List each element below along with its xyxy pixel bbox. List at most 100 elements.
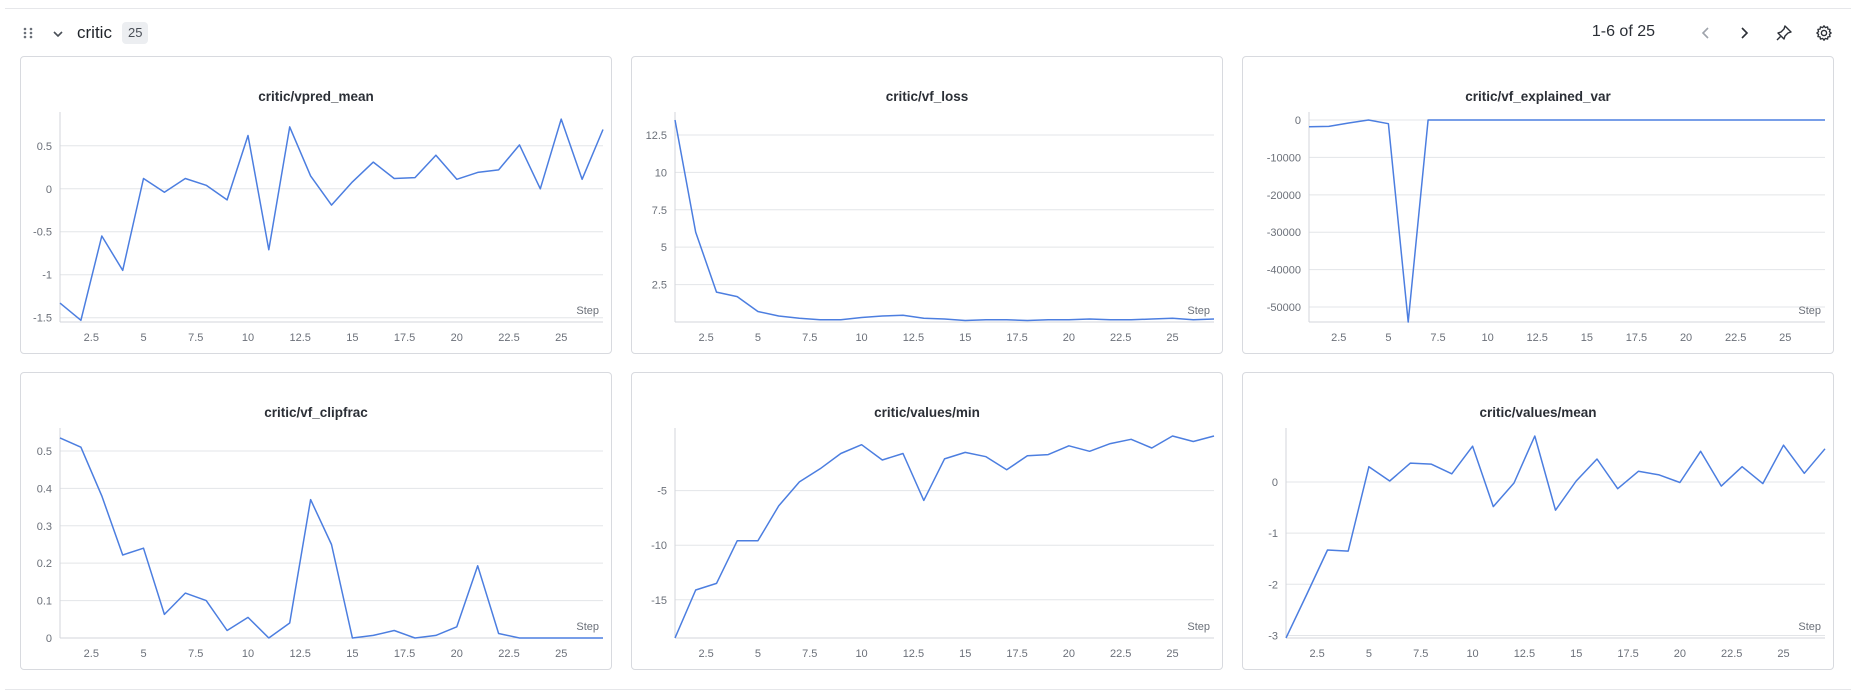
data-point[interactable] — [1678, 481, 1682, 485]
data-point[interactable] — [434, 633, 438, 637]
data-point[interactable] — [1325, 548, 1329, 552]
data-point[interactable] — [601, 636, 605, 640]
chart-panel[interactable]: critic/vf_loss 2.5 5 7.5 10 12.5 2.5 5 7.5 10 12.… — [631, 56, 1223, 354]
data-point[interactable] — [538, 187, 542, 191]
data-point[interactable] — [1388, 479, 1392, 483]
data-point[interactable] — [330, 542, 334, 546]
data-point[interactable] — [371, 160, 375, 164]
data-point[interactable] — [1088, 317, 1092, 321]
data-point[interactable] — [839, 318, 843, 322]
chart-panel[interactable]: critic/values/min -15 -10 -5 2.5 5 7.5 10 12.5 1… — [631, 372, 1223, 670]
data-point[interactable] — [246, 615, 250, 619]
data-point[interactable] — [79, 445, 83, 449]
data-point[interactable] — [1129, 318, 1133, 322]
data-point[interactable] — [183, 591, 187, 595]
data-point[interactable] — [350, 636, 354, 640]
data-point[interactable] — [538, 636, 542, 640]
data-point[interactable] — [880, 314, 884, 318]
data-point[interactable] — [943, 317, 947, 321]
data-point[interactable] — [1657, 473, 1661, 477]
data-point[interactable] — [1740, 465, 1744, 469]
data-point[interactable] — [1408, 461, 1412, 465]
data-point[interactable] — [413, 636, 417, 640]
data-point[interactable] — [694, 230, 698, 234]
data-point[interactable] — [476, 564, 480, 568]
data-point[interactable] — [121, 553, 125, 557]
data-point[interactable] — [963, 450, 967, 454]
data-point[interactable] — [714, 290, 718, 294]
data-point[interactable] — [1191, 439, 1195, 443]
data-point[interactable] — [1823, 118, 1827, 122]
data-point[interactable] — [497, 632, 501, 636]
data-point[interactable] — [1724, 118, 1728, 122]
data-point[interactable] — [1446, 118, 1450, 122]
drag-handle-icon[interactable] — [21, 26, 35, 40]
data-point[interactable] — [1108, 442, 1112, 446]
data-point[interactable] — [1450, 472, 1454, 476]
data-point[interactable] — [1471, 444, 1475, 448]
data-point[interactable] — [1067, 444, 1071, 448]
data-point[interactable] — [818, 467, 822, 471]
data-point[interactable] — [162, 612, 166, 616]
data-point[interactable] — [943, 457, 947, 461]
chart-panel[interactable]: critic/vpred_mean -1.5 -1 -0.5 0 0.5 2.5 5 7.5 1… — [20, 56, 612, 354]
data-point[interactable] — [58, 301, 62, 305]
data-point[interactable] — [901, 451, 905, 455]
data-point[interactable] — [860, 443, 864, 447]
data-point[interactable] — [204, 599, 208, 603]
data-point[interactable] — [777, 314, 781, 318]
data-point[interactable] — [1346, 549, 1350, 553]
data-point[interactable] — [1684, 118, 1688, 122]
data-point[interactable] — [1533, 434, 1537, 438]
data-point[interactable] — [225, 629, 229, 633]
data-point[interactable] — [1429, 462, 1433, 466]
data-point[interactable] — [1719, 484, 1723, 488]
data-point[interactable] — [1025, 319, 1029, 323]
data-point[interactable] — [735, 295, 739, 299]
data-point[interactable] — [100, 494, 104, 498]
data-point[interactable] — [1067, 318, 1071, 322]
data-point[interactable] — [559, 636, 563, 640]
data-point[interactable] — [1150, 317, 1154, 321]
settings-button[interactable] — [1813, 22, 1835, 44]
data-point[interactable] — [1783, 118, 1787, 122]
data-point[interactable] — [1046, 318, 1050, 322]
data-point[interactable] — [142, 546, 146, 550]
data-point[interactable] — [1025, 454, 1029, 458]
data-point[interactable] — [162, 190, 166, 194]
data-point[interactable] — [497, 168, 501, 172]
data-point[interactable] — [1305, 593, 1309, 597]
data-point[interactable] — [1704, 118, 1708, 122]
data-point[interactable] — [1347, 121, 1351, 125]
data-point[interactable] — [922, 316, 926, 320]
data-point[interactable] — [1545, 118, 1549, 122]
series-line[interactable] — [59, 437, 603, 639]
data-point[interactable] — [1616, 487, 1620, 491]
data-point[interactable] — [1386, 122, 1390, 126]
data-point[interactable] — [1802, 471, 1806, 475]
data-point[interactable] — [371, 633, 375, 637]
data-point[interactable] — [350, 180, 354, 184]
data-point[interactable] — [517, 636, 521, 640]
data-point[interactable] — [1406, 320, 1410, 324]
data-point[interactable] — [1744, 118, 1748, 122]
data-point[interactable] — [392, 176, 396, 180]
data-point[interactable] — [288, 125, 292, 129]
data-point[interactable] — [58, 436, 62, 440]
data-point[interactable] — [673, 636, 677, 640]
data-point[interactable] — [1367, 465, 1371, 469]
series-line[interactable] — [674, 435, 1215, 639]
data-point[interactable] — [246, 133, 250, 137]
data-point[interactable] — [476, 170, 480, 174]
data-point[interactable] — [797, 316, 801, 320]
chart-panel[interactable]: critic/vf_clipfrac 0 0.1 0.2 0.3 0.4 0.5 2.5 5 7… — [20, 372, 612, 670]
chevron-down-icon[interactable] — [51, 27, 65, 41]
data-point[interactable] — [860, 316, 864, 320]
data-point[interactable] — [735, 539, 739, 543]
data-point[interactable] — [984, 455, 988, 459]
data-point[interactable] — [1625, 118, 1629, 122]
data-point[interactable] — [1171, 434, 1175, 438]
series-line[interactable] — [1308, 119, 1825, 323]
data-point[interactable] — [1585, 118, 1589, 122]
data-point[interactable] — [1212, 434, 1216, 438]
